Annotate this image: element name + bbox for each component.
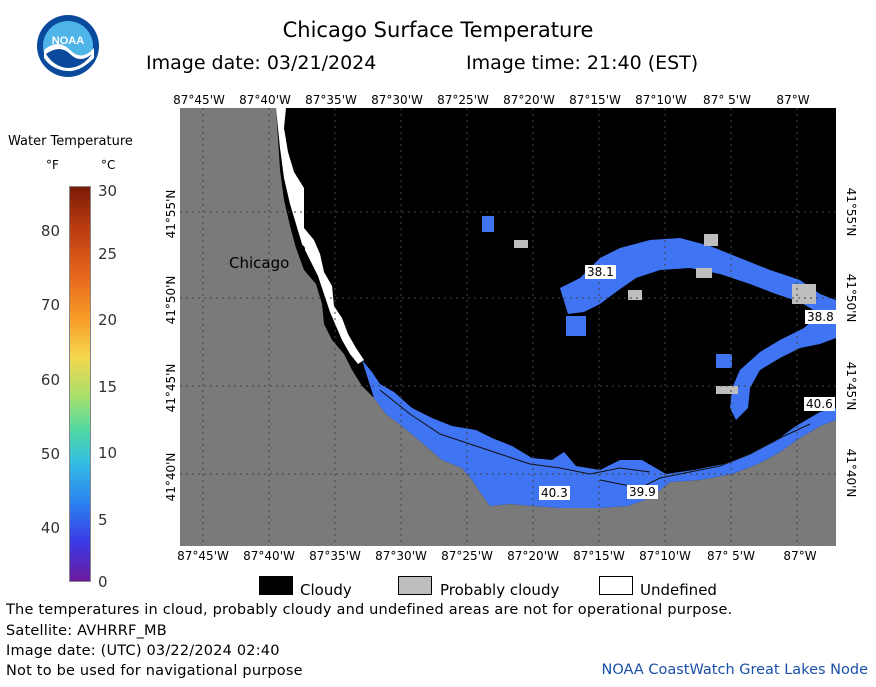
lat-label-right: 41°45'N [844,361,858,411]
temp-label: 38.8 [805,310,836,324]
probably-cloudy-patch [514,240,528,248]
colorbar [69,186,91,582]
probably-cloudy-patch [716,386,738,394]
water-patch [566,316,586,336]
lon-label: 87°35'W [305,93,357,107]
undefined-shore [276,108,364,364]
c-tick: 20 [98,311,118,329]
water-ring-north [560,238,836,420]
colorbar-label: Water Temperature [8,134,133,149]
legend-swatch-probably-cloudy [398,576,432,595]
temperature-map [180,108,836,546]
lat-label: 41°50'N [164,275,178,325]
probably-cloudy-patch [628,290,642,300]
lon-label-bottom: 87°20'W [507,549,559,563]
lon-label-bottom: 87°45'W [177,549,229,563]
f-tick: 60 [40,371,60,389]
temp-label: 40.3 [539,486,570,500]
c-tick: 25 [98,245,118,263]
lon-label-bottom: 87°15'W [573,549,625,563]
water-band-south [362,360,836,508]
lon-label-bottom: 87°35'W [309,549,361,563]
water-patch [482,216,494,232]
lon-label-bottom: 87°W [783,549,817,563]
c-tick: 15 [98,378,118,396]
temperature-contours [379,389,811,489]
f-tick: 40 [40,519,60,537]
lat-label: 41°45'N [164,363,178,413]
f-tick: 50 [40,445,60,463]
lat-label: 41°55'N [164,189,178,239]
nav-warning: Not to be used for navigational purpose [6,663,303,679]
colorbar-unit-f: °F [46,158,59,172]
probably-cloudy-patch [792,284,816,304]
lon-label-bottom: 87°30'W [375,549,427,563]
lon-label-bottom: 87°10'W [639,549,691,563]
lat-label-right: 41°55'N [844,187,858,237]
lat-label-right: 41°40'N [844,448,858,498]
temp-label: 38.1 [585,265,616,279]
page-title: Chicago Surface Temperature [282,18,594,42]
f-tick: 70 [40,296,60,314]
noaa-logo-icon: NOAA [36,14,100,78]
legend-label: Undefined [640,581,717,599]
legend-swatch-undefined [599,576,633,595]
probably-cloudy-patch [704,234,718,246]
image-time: Image time: 21:40 (EST) [466,52,699,74]
lon-label: 87°25'W [437,93,489,107]
f-tick: 80 [40,222,60,240]
c-tick: 5 [98,511,108,529]
lat-label-right: 41°50'N [844,273,858,323]
lon-label-bottom: 87°25'W [441,549,493,563]
lon-label: 87°45'W [173,93,225,107]
lon-label-bottom: 87° 5'W [707,549,755,563]
lon-label: 87° 5'W [703,93,751,107]
noaa-logo-text: NOAA [52,35,84,47]
utc-date: Image date: (UTC) 03/22/2024 02:40 [6,643,280,659]
lon-label: 87°10'W [635,93,687,107]
colorbar-unit-c: °C [101,158,116,172]
lon-label: 87°30'W [371,93,423,107]
chicago-marker [297,245,305,253]
legend-swatch-cloudy [259,576,293,595]
lon-label-bottom: 87°40'W [243,549,295,563]
c-tick: 10 [98,444,118,462]
temp-label: 40.6 [804,397,835,411]
lon-label: 87°40'W [239,93,291,107]
probably-cloudy-patch [696,268,712,278]
city-label-chicago: Chicago [229,254,290,272]
lon-label: 87°W [776,93,810,107]
lat-label: 41°40'N [164,452,178,502]
legend-label: Probably cloudy [440,581,560,599]
credit-link[interactable]: NOAA CoastWatch Great Lakes Node [601,662,868,678]
lon-label: 87°15'W [569,93,621,107]
satellite-info: Satellite: AVHRRF_MB [6,623,167,639]
operational-note: The temperatures in cloud, probably clou… [6,602,733,618]
lon-label: 87°20'W [503,93,555,107]
map-grid [180,108,836,546]
water-patch [716,354,732,368]
c-tick: 30 [98,182,118,200]
c-tick: 0 [98,573,108,591]
image-date: Image date: 03/21/2024 [146,52,377,74]
lake-cloud-area [276,108,836,508]
legend-label: Cloudy [300,581,352,599]
temp-label: 39.9 [627,485,658,499]
